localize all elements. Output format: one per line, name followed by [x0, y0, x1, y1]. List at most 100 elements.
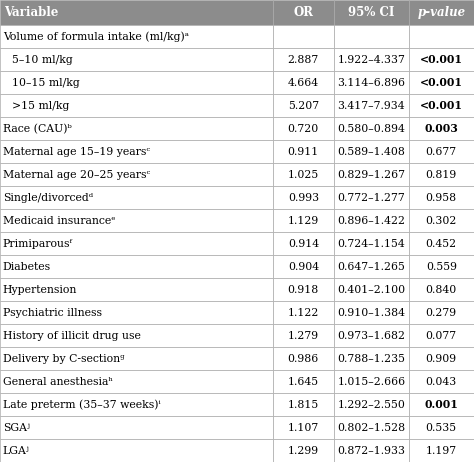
Bar: [0, 324, 273, 347]
Bar: [273, 393, 334, 416]
Bar: [0, 71, 273, 94]
Bar: [273, 163, 334, 186]
Text: 0.993: 0.993: [288, 193, 319, 203]
Bar: [334, 71, 409, 94]
Bar: [273, 324, 334, 347]
Bar: [409, 117, 474, 140]
Bar: [334, 94, 409, 117]
Bar: [273, 439, 334, 462]
Bar: [409, 301, 474, 324]
Text: 0.918: 0.918: [288, 285, 319, 295]
Text: Volume of formula intake (ml/kg)ᵃ: Volume of formula intake (ml/kg)ᵃ: [3, 31, 189, 42]
Bar: [0, 163, 273, 186]
Bar: [0, 209, 273, 232]
Text: 3.417–7.934: 3.417–7.934: [337, 101, 405, 111]
Text: History of illicit drug use: History of illicit drug use: [3, 331, 141, 340]
Text: 0.535: 0.535: [426, 423, 457, 432]
Bar: [334, 416, 409, 439]
Text: 2.887: 2.887: [288, 55, 319, 65]
Text: 0.003: 0.003: [424, 123, 458, 134]
Bar: [273, 278, 334, 301]
Bar: [0, 255, 273, 278]
Text: 0.720: 0.720: [288, 124, 319, 134]
Bar: [334, 301, 409, 324]
Text: Race (CAU)ᵇ: Race (CAU)ᵇ: [3, 124, 72, 134]
Text: 1.129: 1.129: [288, 216, 319, 226]
Text: 0.724–1.154: 0.724–1.154: [337, 239, 405, 249]
Bar: [334, 232, 409, 255]
Bar: [409, 25, 474, 49]
Text: 1.015–2.666: 1.015–2.666: [337, 377, 405, 387]
Text: 0.914: 0.914: [288, 239, 319, 249]
Bar: [0, 232, 273, 255]
Text: Diabetes: Diabetes: [3, 261, 51, 272]
Text: Hypertension: Hypertension: [3, 285, 77, 295]
Text: 0.911: 0.911: [288, 147, 319, 157]
Text: 0.772–1.277: 0.772–1.277: [337, 193, 405, 203]
Text: 1.815: 1.815: [288, 400, 319, 409]
Text: 0.910–1.384: 0.910–1.384: [337, 308, 405, 318]
Text: 0.909: 0.909: [426, 353, 457, 364]
Bar: [409, 140, 474, 163]
Bar: [0, 439, 273, 462]
Text: 0.001: 0.001: [424, 399, 458, 410]
Text: 5–10 ml/kg: 5–10 ml/kg: [12, 55, 73, 65]
Bar: [0, 94, 273, 117]
Text: 0.829–1.267: 0.829–1.267: [337, 170, 405, 180]
Text: 1.922–4.337: 1.922–4.337: [337, 55, 405, 65]
Bar: [273, 209, 334, 232]
Text: 1.107: 1.107: [288, 423, 319, 432]
Text: 0.279: 0.279: [426, 308, 457, 318]
Text: Medicaid insuranceᵉ: Medicaid insuranceᵉ: [3, 216, 115, 226]
Bar: [409, 163, 474, 186]
Bar: [334, 25, 409, 49]
Bar: [0, 0, 273, 25]
Bar: [0, 140, 273, 163]
Text: >15 ml/kg: >15 ml/kg: [12, 101, 69, 111]
Text: 1.197: 1.197: [426, 445, 457, 456]
Text: 1.279: 1.279: [288, 331, 319, 340]
Text: 0.958: 0.958: [426, 193, 457, 203]
Text: 0.077: 0.077: [426, 331, 457, 340]
Bar: [334, 49, 409, 71]
Text: Maternal age 15–19 yearsᶜ: Maternal age 15–19 yearsᶜ: [3, 147, 150, 157]
Text: 0.589–1.408: 0.589–1.408: [337, 147, 405, 157]
Bar: [0, 278, 273, 301]
Text: General anesthesiaʰ: General anesthesiaʰ: [3, 377, 113, 387]
Bar: [334, 255, 409, 278]
Bar: [409, 347, 474, 370]
Text: <0.001: <0.001: [420, 77, 463, 88]
Text: 0.904: 0.904: [288, 261, 319, 272]
Text: LGAʲ: LGAʲ: [3, 445, 29, 456]
Bar: [273, 370, 334, 393]
Text: 0.401–2.100: 0.401–2.100: [337, 285, 405, 295]
Bar: [334, 439, 409, 462]
Bar: [273, 94, 334, 117]
Bar: [273, 301, 334, 324]
Text: 0.819: 0.819: [426, 170, 457, 180]
Bar: [409, 393, 474, 416]
Text: 0.872–1.933: 0.872–1.933: [337, 445, 405, 456]
Bar: [409, 71, 474, 94]
Text: 0.043: 0.043: [426, 377, 457, 387]
Text: Single/divorcedᵈ: Single/divorcedᵈ: [3, 193, 93, 203]
Bar: [334, 0, 409, 25]
Bar: [334, 186, 409, 209]
Text: 0.559: 0.559: [426, 261, 457, 272]
Text: 0.677: 0.677: [426, 147, 457, 157]
Bar: [409, 232, 474, 255]
Bar: [0, 416, 273, 439]
Text: 3.114–6.896: 3.114–6.896: [337, 78, 405, 88]
Bar: [273, 255, 334, 278]
Text: Maternal age 20–25 yearsᶜ: Maternal age 20–25 yearsᶜ: [3, 170, 150, 180]
Text: Late preterm (35–37 weeks)ⁱ: Late preterm (35–37 weeks)ⁱ: [3, 399, 161, 410]
Bar: [273, 25, 334, 49]
Text: 4.664: 4.664: [288, 78, 319, 88]
Bar: [409, 49, 474, 71]
Text: <0.001: <0.001: [420, 55, 463, 66]
Bar: [334, 324, 409, 347]
Bar: [334, 278, 409, 301]
Bar: [334, 117, 409, 140]
Text: 10–15 ml/kg: 10–15 ml/kg: [12, 78, 80, 88]
Bar: [273, 347, 334, 370]
